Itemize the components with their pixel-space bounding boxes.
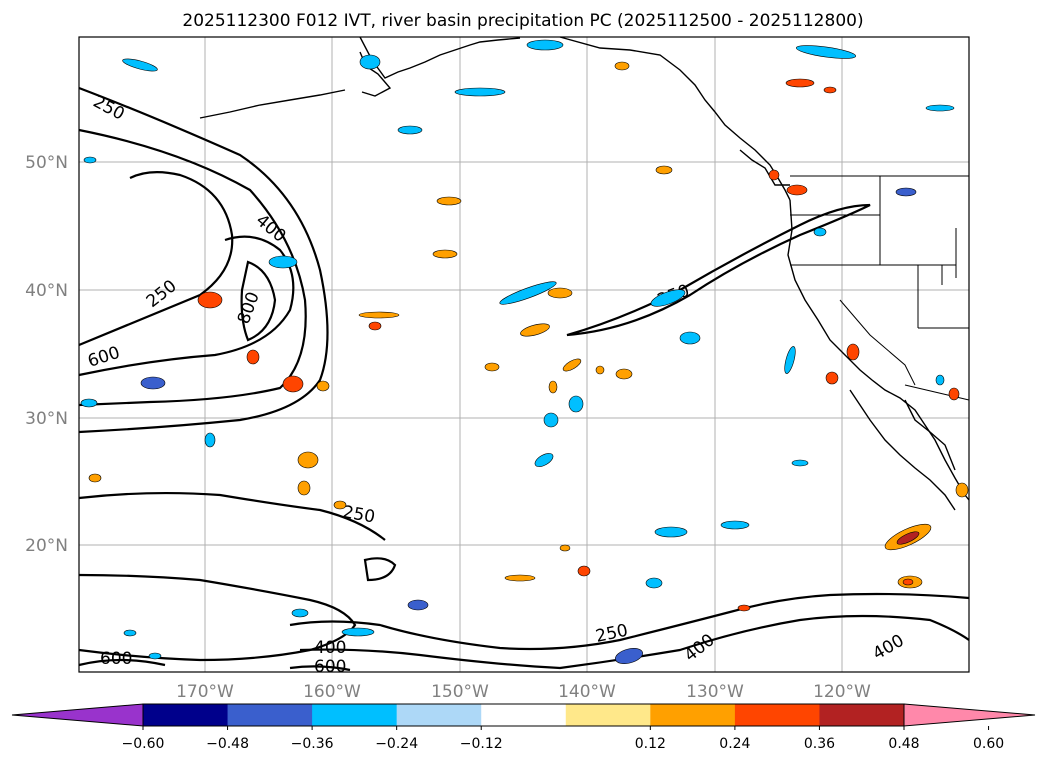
contour-250-outer — [78, 86, 329, 434]
colorbar-segment — [565, 704, 651, 726]
colorbar-tick-label: −0.36 — [291, 736, 334, 752]
precip-positive-blobs — [88, 61, 969, 612]
figure-title: 2025112300 F012 IVT, river basin precipi… — [182, 11, 863, 31]
contour-label: 600 — [314, 657, 346, 677]
longitude-labels: 170°W 160°W 150°W 140°W 130°W 120°W — [176, 682, 871, 702]
colorbar-tick-label: −0.60 — [122, 736, 165, 752]
colorbar-segments — [11, 703, 1036, 727]
lat-label-50: 50°N — [25, 153, 68, 173]
political-borders — [790, 175, 970, 401]
colorbar-tick-label: −0.24 — [375, 736, 418, 752]
lon-label-150w: 150°W — [431, 682, 489, 702]
colorbar-tick-label: 0.24 — [719, 736, 750, 752]
colorbar-tick-label: 0.36 — [804, 736, 835, 752]
colorbar-tick-label: 0.48 — [888, 736, 919, 752]
contour-800 — [240, 260, 277, 342]
contour-400-bottom — [299, 614, 970, 670]
contour-small-loop — [363, 557, 397, 582]
colorbar-segment — [650, 704, 736, 726]
lon-label-120w: 120°W — [813, 682, 871, 702]
colorbar-segment — [734, 704, 820, 726]
contour-400-south — [78, 573, 357, 662]
contour-600-bottom — [289, 665, 351, 672]
colorbar-segment — [227, 704, 313, 726]
contour-label: 600 — [100, 649, 132, 669]
colorbar-ticks: −0.60 −0.48 −0.36 −0.24 −0.12 0.12 0.24 0.36 0.4… — [122, 726, 1004, 752]
colorbar-segment — [396, 704, 482, 726]
ivt-contours — [78, 86, 970, 672]
colorbar-tick-label: 0.12 — [635, 736, 666, 752]
lon-label-170w: 170°W — [176, 682, 234, 702]
colorbar-extend-max — [903, 703, 1036, 727]
lat-label-20: 20°N — [25, 536, 68, 556]
precip-negative-blobs — [80, 39, 955, 664]
contour-600-bottom-left — [78, 658, 166, 667]
colorbar-extend-min — [11, 703, 144, 727]
colorbar-tick-label: −0.48 — [206, 736, 249, 752]
coastline — [199, 36, 970, 511]
colorbar-tick-label: −0.12 — [460, 736, 503, 752]
latitude-labels: 50°N 40°N 30°N 20°N — [25, 153, 68, 556]
colorbar-segment — [481, 704, 567, 726]
map-frame — [78, 36, 970, 673]
lon-label-130w: 130°W — [686, 682, 744, 702]
map-area: 250 400 250 800 600 250 250 250 400 600 … — [78, 36, 970, 677]
contour-label: 400 — [314, 638, 346, 658]
lon-label-160w: 160°W — [303, 682, 361, 702]
contour-250-south — [78, 491, 386, 541]
colorbar-segment — [143, 704, 229, 726]
colorbar-segment — [312, 704, 398, 726]
colorbar-segment — [819, 704, 905, 726]
colorbar: −0.60 −0.48 −0.36 −0.24 −0.12 0.12 0.24 0.36 0.4… — [11, 703, 1036, 752]
lon-label-140w: 140°W — [558, 682, 616, 702]
lat-label-40: 40°N — [25, 281, 68, 301]
colorbar-tick-label: 0.60 — [973, 736, 1004, 752]
lat-label-30: 30°N — [25, 409, 68, 429]
contour-250-bottom — [289, 592, 970, 651]
contour-400-outer — [78, 128, 307, 407]
contour-600-inner — [78, 235, 295, 377]
